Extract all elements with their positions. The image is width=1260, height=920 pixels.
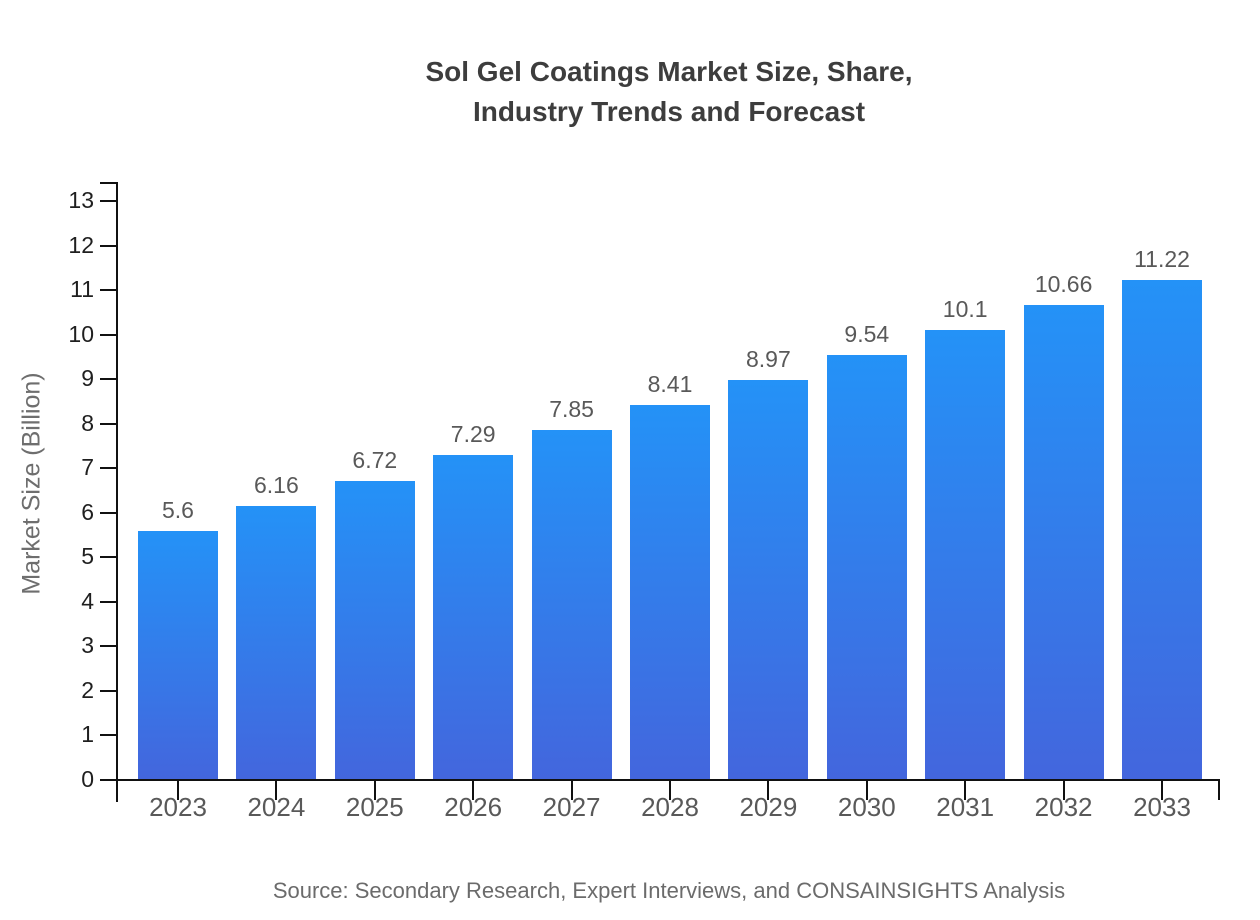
x-axis-end-cap [1218,779,1220,800]
y-tick [100,734,116,737]
x-tick-label: 2026 [444,792,503,822]
x-tick-label: 2031 [936,792,995,822]
y-tick [100,779,116,781]
y-tick-label: 12 [68,231,94,258]
y-tick [100,289,116,292]
y-tick-label: 5 [81,543,94,570]
x-tick [964,779,967,800]
y-tick [100,422,116,425]
y-tick [100,689,116,692]
bar-value-label: 10.66 [1034,271,1093,298]
y-tick-label: 11 [70,276,94,303]
y-tick [100,200,116,202]
x-tick [865,779,868,800]
bar [925,330,1006,779]
x-tick-label: 2030 [837,792,896,822]
x-tick [472,779,475,800]
bar-value-label: 9.54 [844,321,890,348]
x-tick-label: 2023 [149,792,207,822]
bar-value-label: 6.16 [254,471,299,498]
y-tick-label: 8 [81,409,94,436]
x-tick [373,779,376,800]
y-tick [100,244,116,247]
x-tick [570,779,573,800]
x-tick [275,779,278,800]
x-tick [669,779,671,800]
bar [433,455,514,779]
y-tick-label: 7 [81,454,94,481]
bar-value-label: 10.1 [942,296,988,323]
y-tick-label: 1 [81,721,94,748]
x-tick-label: 2029 [739,792,798,822]
bar [826,355,907,779]
source-caption: Source: Secondary Research, Expert Inter… [272,878,1066,903]
bar [728,380,809,779]
bar [334,480,415,779]
bar [236,505,317,779]
chart-title-line-2: Industry Trends and Forecast [472,96,866,127]
x-tick [767,779,770,800]
y-tick [100,556,116,559]
bar-value-label: 7.29 [450,421,496,448]
y-tick [100,333,116,336]
y-tick [100,511,116,514]
y-tick-label: 10 [68,320,94,347]
y-tick [100,600,116,603]
bar-value-label: 7.85 [549,396,594,423]
chart-title: Sol Gel Coatings Market Size, Share, Ind… [118,52,1220,132]
x-tick-label: 2028 [641,792,699,822]
bar [1023,305,1104,779]
x-tick-label: 2025 [345,792,404,822]
bar-value-label: 6.72 [352,446,398,473]
x-tick-label: 2024 [247,792,306,822]
y-tick-label: 3 [81,632,94,659]
y-tick-label: 6 [81,498,94,525]
bar [1122,280,1202,779]
bar-value-label: 11.22 [1134,246,1190,273]
bar-value-label: 8.97 [746,346,791,373]
y-tick-label: 9 [81,365,94,392]
chart-title-line-1: Sol Gel Coatings Market Size, Share, [425,56,913,87]
x-axis-spine [116,779,1220,781]
x-tick-label: 2033 [1133,792,1191,822]
bar [531,430,612,779]
y-axis-end-cap [100,182,116,184]
y-tick-label: 0 [81,766,94,792]
bar [138,530,218,779]
bar-value-label: 8.41 [647,371,693,398]
y-tick-label: 2 [81,676,94,703]
y-tick [100,378,116,381]
x-tick [1161,779,1163,800]
y-axis-spine [116,182,118,802]
y-tick-label: 4 [81,587,94,614]
x-tick-label: 2027 [542,792,601,822]
x-tick [1062,779,1065,800]
y-tick [100,645,116,648]
x-tick-label: 2032 [1034,792,1093,822]
y-tick-label: 13 [68,187,94,213]
bar-value-label: 5.6 [162,496,194,523]
bar [630,405,710,779]
y-tick [100,467,116,470]
x-tick [177,779,179,800]
